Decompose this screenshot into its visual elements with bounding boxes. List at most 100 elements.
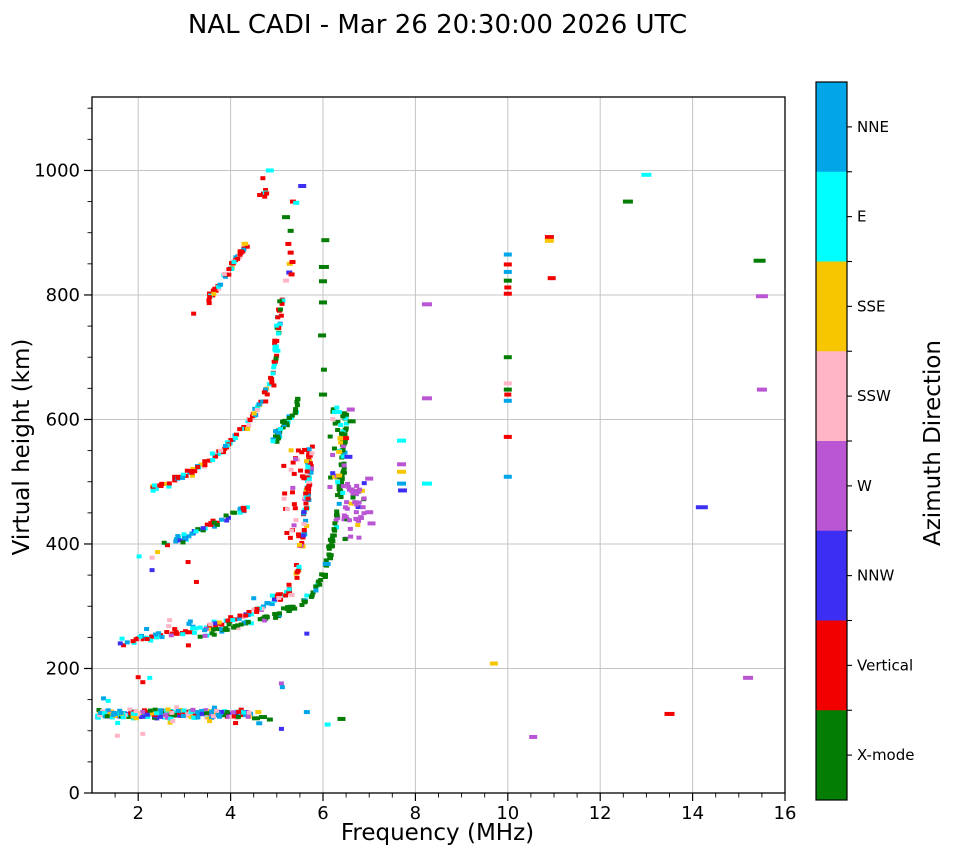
data-point: [294, 570, 300, 575]
data-point: [245, 714, 251, 719]
data-point: [354, 502, 360, 507]
data-point: [190, 626, 196, 631]
data-point: [278, 426, 284, 431]
data-point: [421, 481, 432, 486]
data-point: [304, 593, 310, 598]
data-point: [503, 278, 512, 283]
data-point: [231, 714, 237, 719]
data-point: [293, 200, 300, 205]
data-point: [233, 432, 239, 437]
data-point: [292, 606, 298, 611]
data-point: [340, 429, 346, 434]
data-point: [354, 483, 360, 488]
data-point: [133, 709, 139, 714]
data-point: [359, 488, 365, 493]
data-point: [293, 518, 299, 523]
data-point: [274, 338, 280, 343]
data-point: [197, 634, 203, 639]
data-point: [275, 436, 281, 441]
data-point: [243, 613, 249, 618]
data-point: [278, 681, 284, 686]
data-point: [147, 675, 153, 680]
data-point: [318, 264, 329, 269]
data-point: [289, 259, 296, 264]
data-point: [237, 510, 243, 515]
data-point: [294, 575, 300, 580]
colorbar-segment-Vertical: [816, 620, 847, 711]
data-point: [167, 618, 173, 623]
data-point: [334, 509, 340, 514]
data-point: [185, 643, 191, 648]
data-point: [173, 539, 179, 544]
data-point: [163, 713, 169, 718]
data-point: [105, 708, 111, 713]
data-point: [187, 619, 193, 624]
data-point: [181, 532, 187, 537]
x-tick-label: 4: [225, 803, 236, 824]
data-point: [154, 711, 160, 716]
data-point: [306, 480, 312, 485]
data-point: [268, 601, 274, 606]
data-point: [344, 454, 353, 459]
data-point: [360, 505, 366, 510]
data-point: [343, 514, 349, 519]
data-point: [340, 444, 346, 449]
data-point: [365, 510, 374, 515]
data-point: [231, 260, 237, 265]
data-point: [186, 534, 192, 539]
data-point: [299, 450, 305, 455]
data-point: [168, 633, 174, 638]
data-point: [282, 215, 291, 220]
data-point: [136, 554, 142, 559]
data-point: [344, 500, 350, 505]
colorbar-label-SSE: SSE: [857, 297, 886, 315]
data-point: [231, 625, 237, 630]
data-point: [349, 489, 355, 494]
data-point: [337, 436, 346, 441]
data-point: [117, 641, 123, 646]
data-point: [276, 322, 282, 327]
data-point: [294, 400, 300, 405]
data-point: [238, 622, 244, 627]
data-point: [140, 714, 146, 719]
data-point: [336, 486, 342, 491]
data-point: [299, 540, 305, 545]
data-point: [342, 450, 348, 455]
data-point: [195, 465, 201, 470]
data-point: [185, 560, 191, 565]
data-point: [338, 440, 344, 445]
data-point: [397, 462, 407, 467]
data-point: [158, 483, 164, 488]
data-point: [150, 485, 156, 490]
data-point: [344, 412, 350, 417]
data-point: [211, 520, 217, 525]
data-point: [230, 510, 236, 515]
data-point: [503, 262, 512, 267]
data-point: [208, 709, 214, 714]
data-point: [211, 524, 217, 529]
data-point: [195, 527, 201, 532]
data-point: [276, 325, 282, 330]
data-point: [301, 600, 307, 605]
data-point: [214, 520, 220, 525]
data-point: [301, 530, 307, 535]
data-point: [272, 597, 278, 602]
data-point: [544, 235, 554, 240]
data-point: [156, 631, 162, 636]
data-point: [290, 485, 296, 490]
data-point: [301, 510, 307, 515]
data-point: [137, 634, 143, 639]
data-point: [98, 711, 104, 716]
data-point: [260, 604, 266, 609]
data-point: [318, 333, 327, 338]
data-point: [286, 609, 292, 614]
data-point: [143, 710, 149, 715]
data-point: [367, 521, 376, 526]
data-point: [342, 537, 348, 542]
x-tick-label: 16: [774, 803, 797, 824]
data-point: [284, 530, 290, 535]
data-point: [338, 495, 344, 500]
colorbar-label-Vertical: Vertical: [857, 656, 913, 674]
data-point: [119, 636, 125, 641]
data-point: [222, 274, 228, 279]
